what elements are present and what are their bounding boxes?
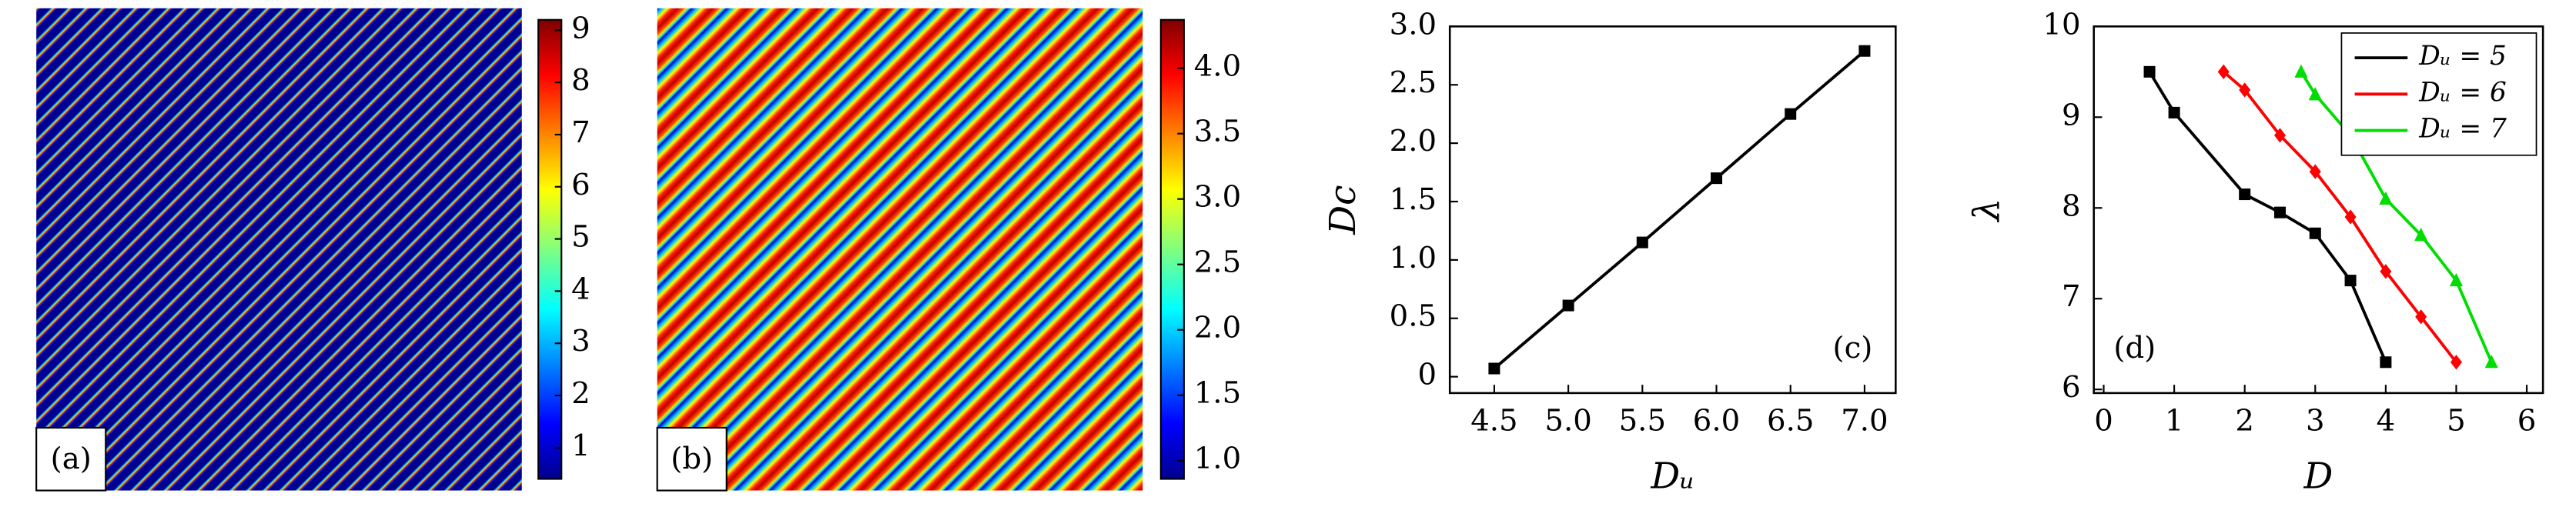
marker xyxy=(2294,64,2308,78)
x-tick-label: 2 xyxy=(2235,404,2254,439)
x-axis-label: D xyxy=(2303,455,2333,497)
colorbar xyxy=(537,18,563,480)
y-tick-label: 8 xyxy=(2062,188,2081,223)
y-tick-label: 1.0 xyxy=(1390,241,1437,275)
colorbar-tick-label: 4.0 xyxy=(1194,49,1241,84)
x-tick-label: 4.5 xyxy=(1470,404,1517,439)
marker xyxy=(2450,355,2462,370)
x-tick-label: 1 xyxy=(2165,404,2184,439)
y-tick-label: 0.5 xyxy=(1390,299,1437,334)
panel-label: (a) xyxy=(51,442,92,476)
marker xyxy=(1488,362,1500,375)
legend-label: Dᵤ = 6 xyxy=(2418,77,2507,108)
panel-label: (d) xyxy=(2113,331,2156,365)
marker xyxy=(2449,272,2464,287)
colorbar-tick-label: 8 xyxy=(571,63,590,98)
y-tick-label: 6 xyxy=(2062,370,2081,405)
y-tick-label: 3.0 xyxy=(1390,7,1437,42)
panel-label-box xyxy=(656,426,728,492)
colorbar-tick-label: 1.5 xyxy=(1194,376,1241,411)
x-tick-label: 4 xyxy=(2377,404,2396,439)
colorbar-tick-label: 2.0 xyxy=(1194,311,1241,345)
x-tick-label: 6.0 xyxy=(1693,404,1740,439)
heatmap xyxy=(657,8,1143,491)
y-tick-label: 2.5 xyxy=(1390,65,1437,100)
x-tick-label: 5.0 xyxy=(1544,404,1591,439)
y-axis-label: λ xyxy=(1966,198,2009,223)
axes-frame xyxy=(2093,25,2544,395)
y-tick-label: 2.0 xyxy=(1390,124,1437,158)
marker xyxy=(2415,309,2427,325)
marker xyxy=(2414,227,2428,242)
colorbar-tick-label: 1.0 xyxy=(1194,442,1241,476)
colorbar-tick-label: 6 xyxy=(571,168,590,202)
y-axis-label: Dc xyxy=(1322,185,1364,235)
marker xyxy=(2344,209,2357,225)
y-tick-label: 9 xyxy=(2062,98,2081,132)
marker xyxy=(2239,188,2251,201)
series-line xyxy=(1493,49,1866,370)
marker xyxy=(1636,236,1648,248)
colorbar xyxy=(1159,18,1185,480)
marker xyxy=(2379,191,2393,205)
legend-label: Dᵤ = 7 xyxy=(2418,114,2507,145)
marker xyxy=(2217,64,2230,79)
colorbar-tick-label: 9 xyxy=(571,11,590,45)
colorbar-tick-label: 1 xyxy=(571,429,590,463)
marker xyxy=(2143,65,2156,78)
colorbar-tick-label: 2.5 xyxy=(1194,245,1241,280)
marker xyxy=(2344,275,2357,287)
marker xyxy=(2273,128,2286,143)
legend-label: Dᵤ = 5 xyxy=(2418,41,2507,72)
colorbar-tick-label: 3.5 xyxy=(1194,115,1241,149)
y-tick-label: 10 xyxy=(2042,7,2080,42)
marker xyxy=(2309,227,2321,239)
x-tick-label: 7.0 xyxy=(1841,404,1888,439)
x-axis-label: Dᵤ xyxy=(1650,455,1694,497)
colorbar-tick-label: 2 xyxy=(571,376,590,411)
colorbar-tick-label: 7 xyxy=(571,115,590,150)
marker xyxy=(2308,87,2322,101)
marker xyxy=(2273,206,2286,218)
colorbar-tick-label: 3 xyxy=(571,324,590,359)
x-tick-label: 0 xyxy=(2094,404,2113,439)
x-tick-label: 6.5 xyxy=(1767,404,1814,439)
colorbar-tick-label: 5 xyxy=(571,220,590,255)
x-tick-label: 5 xyxy=(2447,404,2466,439)
y-tick-label: 0 xyxy=(1417,358,1437,392)
x-tick-label: 6 xyxy=(2517,404,2537,439)
colorbar-tick-label: 3.0 xyxy=(1194,180,1241,215)
marker xyxy=(1562,299,1574,312)
panel-label-box xyxy=(35,426,107,492)
marker xyxy=(1785,108,1797,120)
marker xyxy=(2380,356,2392,369)
marker xyxy=(2484,355,2498,369)
heatmap xyxy=(36,8,522,491)
marker xyxy=(2168,106,2180,118)
y-tick-label: 1.5 xyxy=(1390,182,1437,217)
x-tick-label: 3 xyxy=(2306,404,2325,439)
x-tick-label: 5.5 xyxy=(1619,404,1666,439)
panel-label: (b) xyxy=(671,442,713,476)
axes-frame xyxy=(1448,25,1897,395)
panel-label: (c) xyxy=(1833,331,1873,365)
marker xyxy=(1858,45,1871,57)
colorbar-tick-label: 4 xyxy=(571,272,590,306)
y-tick-label: 7 xyxy=(2062,279,2081,314)
series-line xyxy=(2222,70,2457,363)
marker xyxy=(1711,172,1723,185)
